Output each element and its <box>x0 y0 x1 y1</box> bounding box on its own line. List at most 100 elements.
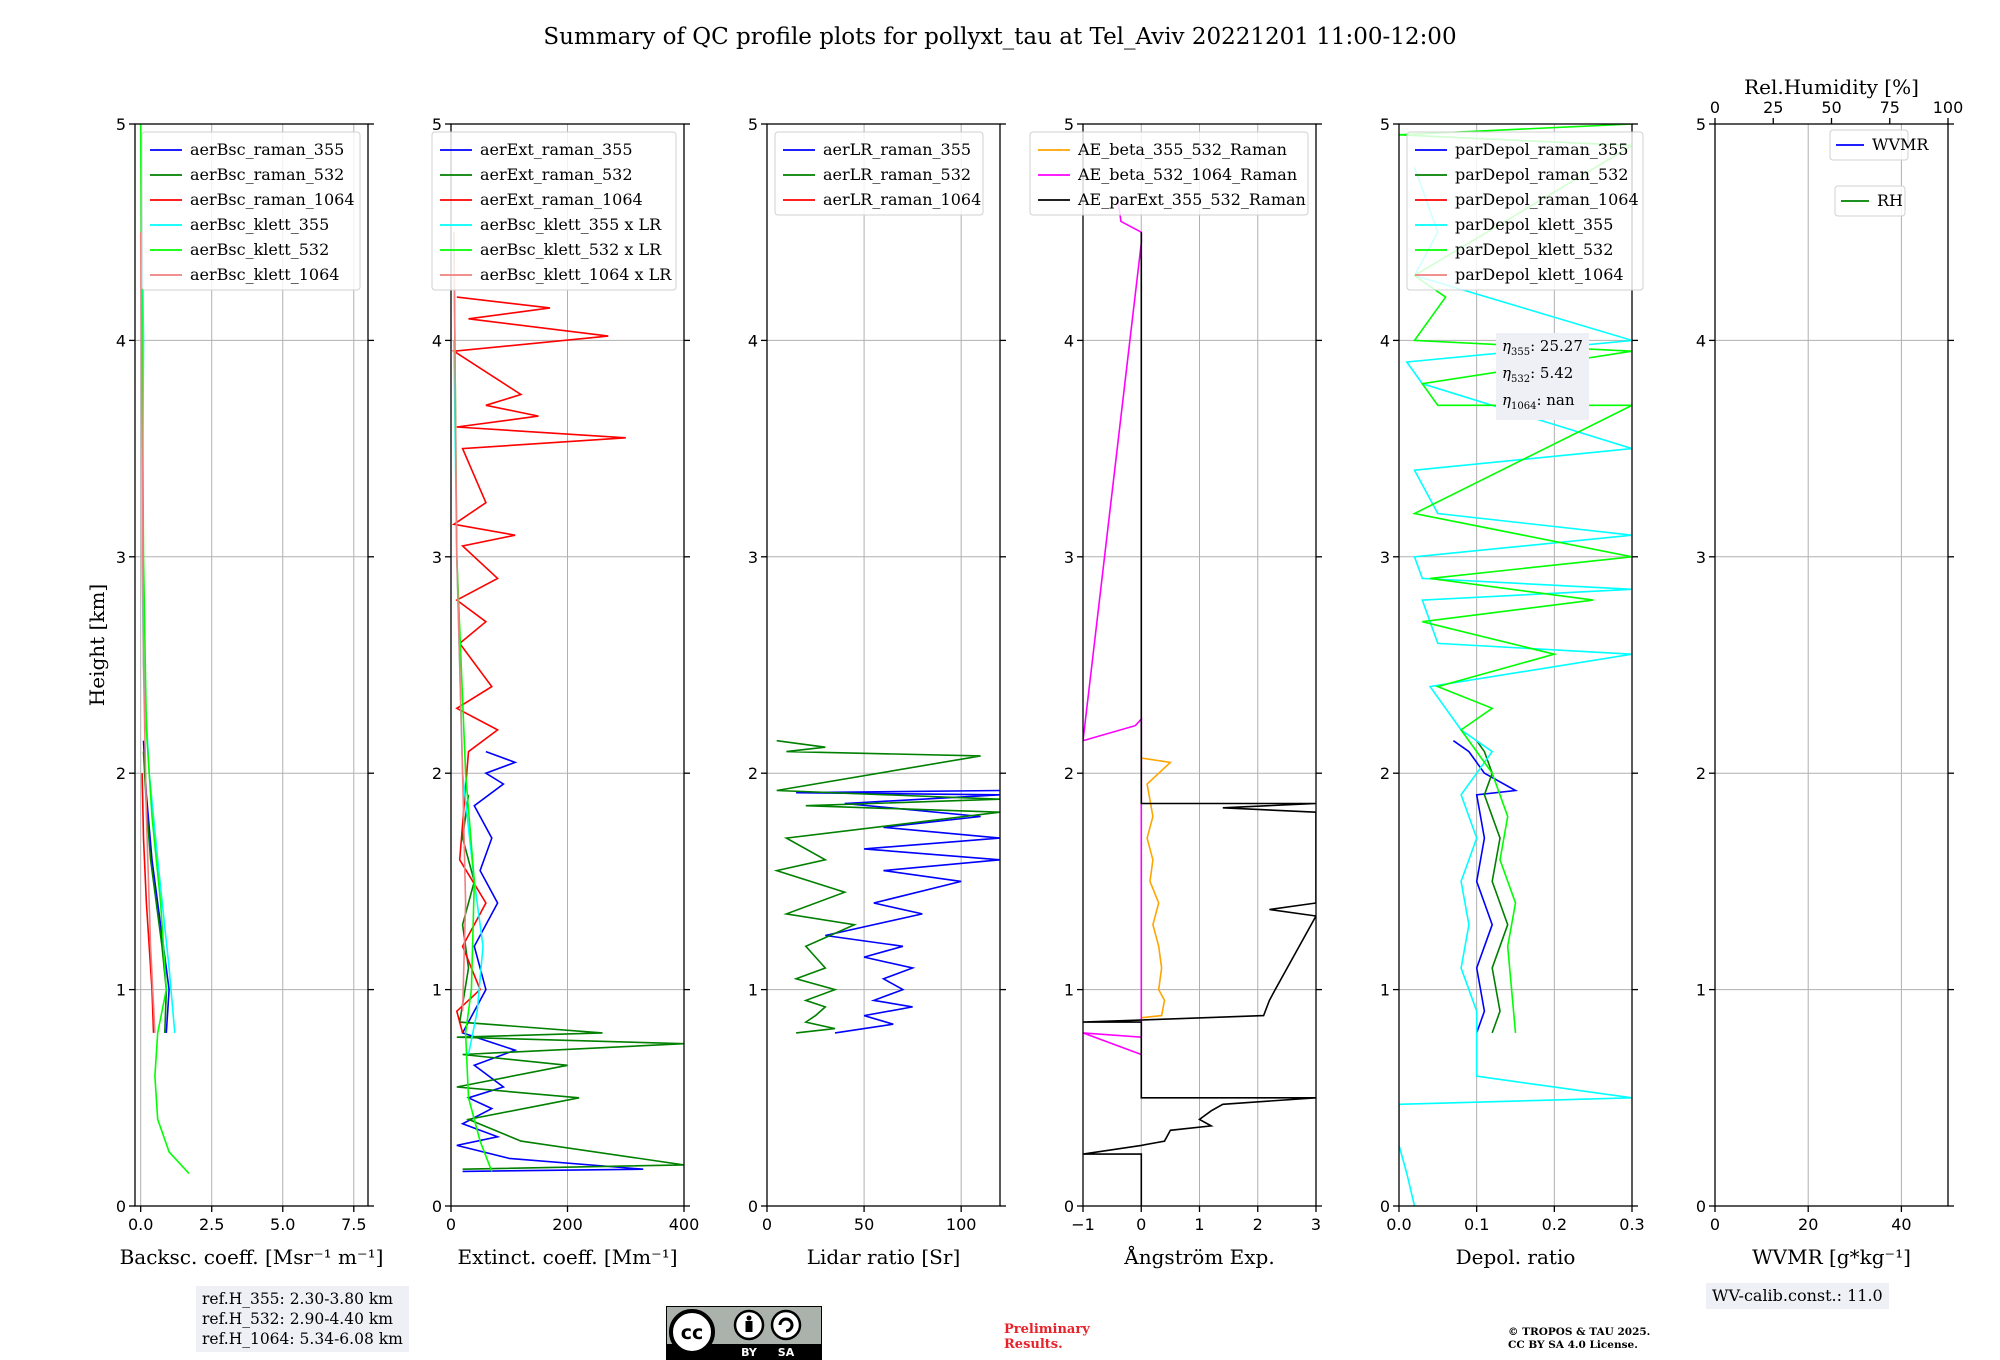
legend-entry: aerExt_raman_532 <box>480 165 633 184</box>
top-x-tick-label: 75 <box>1880 98 1900 117</box>
x-tick-label: 2.5 <box>199 1215 224 1234</box>
eta-box: η355: 25.27 η532: 5.42 η1064: nan <box>1496 333 1589 420</box>
y-tick-label: 3 <box>1380 548 1390 567</box>
x-tick-label: 1 <box>1194 1215 1204 1234</box>
y-tick-label: 4 <box>1380 331 1390 350</box>
axes-frame <box>1714 123 1949 1207</box>
top-x-tick-label: 0 <box>1710 98 1720 117</box>
panel-wvmr: 0 20 40 0 1 2 3 4 5 WVMR [g*kg⁻¹] 0 25 50 75 100 Rel.Hu… <box>1696 75 1963 1269</box>
series-line-aerLR_raman_532 <box>773 739 1000 1034</box>
x-tick-label: 0.0 <box>128 1215 153 1234</box>
legend-entry: aerExt_raman_1064 <box>480 190 643 209</box>
y-axis-label: Height [km] <box>85 584 109 706</box>
y-tick-label: 0 <box>116 1197 126 1216</box>
x-tick-label: 40 <box>1891 1215 1911 1234</box>
y-tick-label: 0 <box>1696 1197 1706 1216</box>
x-tick-label: 0 <box>1710 1215 1720 1234</box>
top-x-tick-label: 50 <box>1821 98 1841 117</box>
y-tick-label: 4 <box>432 331 442 350</box>
y-tick-label: 5 <box>1380 115 1390 134</box>
y-tick-label: 3 <box>1696 548 1706 567</box>
legend-entry: AE_beta_355_532_Raman <box>1077 140 1287 159</box>
legend-box <box>1406 131 1644 291</box>
y-tick-label: 5 <box>432 115 442 134</box>
x-tick-label: 3 <box>1311 1215 1321 1234</box>
cc-by-sa-badge: cc BY SA <box>666 1306 822 1360</box>
badge-sa-label: SA <box>778 1346 795 1359</box>
eta-355: η355: 25.27 <box>1502 337 1583 358</box>
legend-entry: parDepol_raman_355 <box>1455 140 1628 159</box>
y-tick-label: 2 <box>1696 764 1706 783</box>
legend-entry: aerBsc_raman_355 <box>190 140 344 159</box>
y-tick-label: 3 <box>1064 548 1074 567</box>
wv-calib-const: WV-calib.const.: 11.0 <box>1712 1286 1883 1305</box>
legend-entry: WVMR <box>1872 135 1929 154</box>
x-tick-label: 0.0 <box>1386 1215 1411 1234</box>
x-tick-label: 0.1 <box>1464 1215 1489 1234</box>
x-axis-label: Extinct. coeff. [Mm⁻¹] <box>457 1245 677 1269</box>
series-line-aerLR_raman_355 <box>796 789 1000 1034</box>
x-axis-label: Depol. ratio <box>1456 1245 1576 1269</box>
y-tick-label: 0 <box>432 1197 442 1216</box>
y-tick-label: 1 <box>748 981 758 1000</box>
y-tick-label: 3 <box>116 548 126 567</box>
ref-heights-box: ref.H_355: 2.30-3.80 km ref.H_532: 2.90-… <box>196 1286 409 1352</box>
y-tick-label: 0 <box>1380 1197 1390 1216</box>
x-tick-label: 2 <box>1253 1215 1263 1234</box>
legend-entry: aerBsc_klett_1064 x LR <box>480 265 672 284</box>
axes-frame <box>1398 123 1633 1207</box>
top-x-tick-label: 100 <box>1933 98 1964 117</box>
figure-title: Summary of QC profile plots for pollyxt_… <box>543 24 1456 50</box>
legend-entry: parDepol_raman_532 <box>1455 165 1628 184</box>
legend-entry: aerLR_raman_1064 <box>823 190 981 209</box>
y-tick-label: 2 <box>748 764 758 783</box>
y-tick-label: 2 <box>432 764 442 783</box>
x-tick-label: −1 <box>1071 1215 1095 1234</box>
series-line-AE_beta_532_1064_Raman <box>1083 199 1143 1056</box>
panel-lidar_ratio: 0 50 100 0 1 2 3 4 5 Lidar ratio [Sr] aerLR_raman_… <box>748 115 1006 1269</box>
svg-text:cc: cc <box>681 1322 704 1344</box>
preliminary-note: Preliminary Results. <box>1004 1322 1090 1352</box>
y-tick-label: 0 <box>748 1197 758 1216</box>
y-tick-label: 1 <box>1380 981 1390 1000</box>
y-tick-label: 4 <box>748 331 758 350</box>
x-tick-label: 0 <box>1136 1215 1146 1234</box>
x-tick-label: 0 <box>446 1215 456 1234</box>
y-tick-label: 4 <box>116 331 126 350</box>
legend-entry: aerLR_raman_355 <box>823 140 971 159</box>
series-line-aerBsc_raman_1064 <box>141 773 155 1033</box>
badge-by-label: BY <box>741 1346 758 1359</box>
x-tick-label: 100 <box>946 1215 977 1234</box>
y-tick-label: 5 <box>748 115 758 134</box>
x-tick-label: 0.3 <box>1619 1215 1644 1234</box>
y-tick-label: 0 <box>1064 1197 1074 1216</box>
y-tick-label: 1 <box>432 981 442 1000</box>
legend-entry: aerBsc_klett_1064 <box>190 265 339 284</box>
x-tick-label: 200 <box>552 1215 583 1234</box>
series-line-aerBsc_klett_1064 <box>139 232 156 1033</box>
x-axis-label: WVMR [g*kg⁻¹] <box>1752 1245 1911 1269</box>
ref-height-355: ref.H_355: 2.30-3.80 km <box>202 1290 393 1308</box>
y-tick-label: 5 <box>1696 115 1706 134</box>
x-tick-label: 5.0 <box>270 1215 295 1234</box>
top-x-axis-label: Rel.Humidity [%] <box>1744 75 1919 99</box>
sa-icon <box>770 1309 802 1341</box>
cc-icon <box>669 1309 715 1355</box>
y-tick-label: 1 <box>1064 981 1074 1000</box>
eta-532: η532: 5.42 <box>1502 364 1574 385</box>
legend-entry: AE_parExt_355_532_Raman <box>1077 190 1306 209</box>
legend-entry: RH <box>1877 191 1903 210</box>
legend-box <box>431 131 677 291</box>
legend-entry: aerBsc_raman_532 <box>190 165 344 184</box>
legend-entry: AE_beta_532_1064_Raman <box>1077 165 1297 184</box>
legend-entry: aerExt_raman_355 <box>480 140 633 159</box>
legend-entry: parDepol_klett_355 <box>1455 215 1613 234</box>
y-tick-label: 1 <box>1696 981 1706 1000</box>
x-axis-label: Backsc. coeff. [Msr⁻¹ m⁻¹] <box>120 1245 384 1269</box>
series-line-parDepol_raman_355 <box>1452 740 1519 1034</box>
legend-entry: aerBsc_klett_532 x LR <box>480 240 662 259</box>
legend-box <box>1834 185 1906 217</box>
y-tick-label: 4 <box>1696 331 1706 350</box>
y-tick-label: 5 <box>116 115 126 134</box>
